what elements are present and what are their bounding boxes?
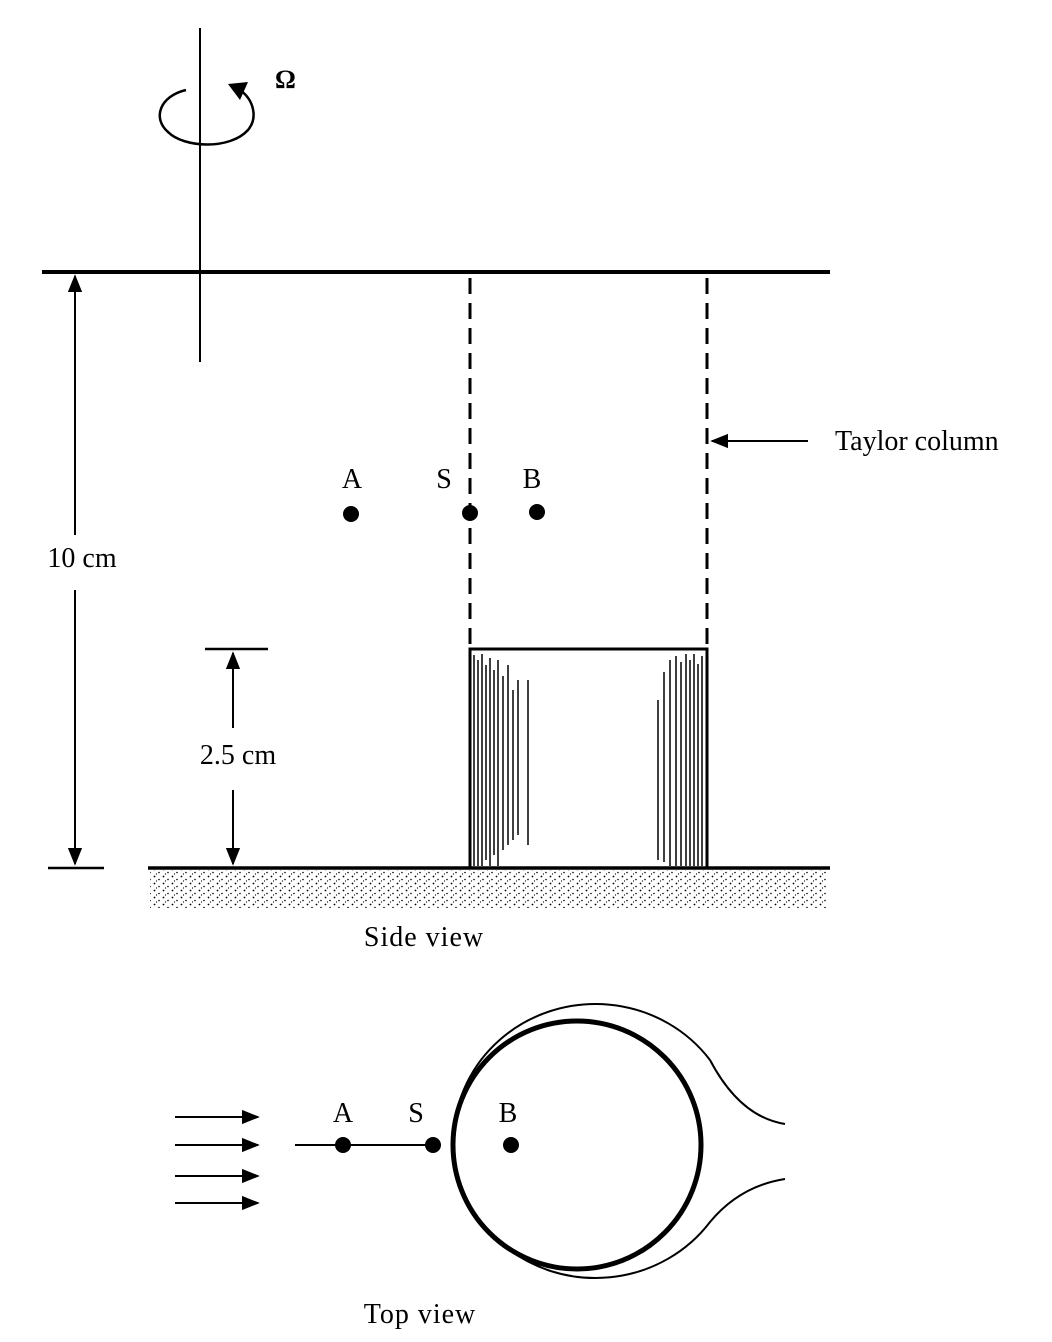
top-view-caption: Top view xyxy=(364,1299,477,1330)
top-point-s-label: S xyxy=(408,1098,424,1129)
ground-sand xyxy=(150,870,828,908)
point-a-label: A xyxy=(342,464,363,495)
point-s-label: S xyxy=(436,464,452,495)
side-view-caption: Side view xyxy=(364,922,484,953)
point-a-marker xyxy=(343,506,359,522)
top-point-a-label: A xyxy=(333,1098,354,1129)
outer-streamline-upper-tail xyxy=(709,1059,786,1125)
point-b-marker xyxy=(529,504,545,520)
taylor-column-label: Taylor column xyxy=(835,426,999,457)
obstacle-label: 2.5 cm xyxy=(200,740,276,771)
obstacle-circle xyxy=(450,1018,704,1272)
top-point-s-marker xyxy=(425,1137,441,1153)
top-point-b-label: B xyxy=(499,1098,518,1129)
obstacle-cylinder xyxy=(468,647,709,870)
point-b-label: B xyxy=(523,464,542,495)
rotation-arrowhead-icon xyxy=(228,82,248,100)
side-view: Ω 10 cm Taylor column A S B xyxy=(42,28,999,953)
height-label: 10 cm xyxy=(47,543,116,574)
rotation-arrow-icon xyxy=(158,88,255,146)
rotation-symbol: Ω xyxy=(275,65,296,94)
top-point-b-marker xyxy=(503,1137,519,1153)
top-view: A S B Top view xyxy=(175,1003,786,1330)
point-s-marker xyxy=(462,505,478,521)
top-point-a-marker xyxy=(335,1137,351,1153)
